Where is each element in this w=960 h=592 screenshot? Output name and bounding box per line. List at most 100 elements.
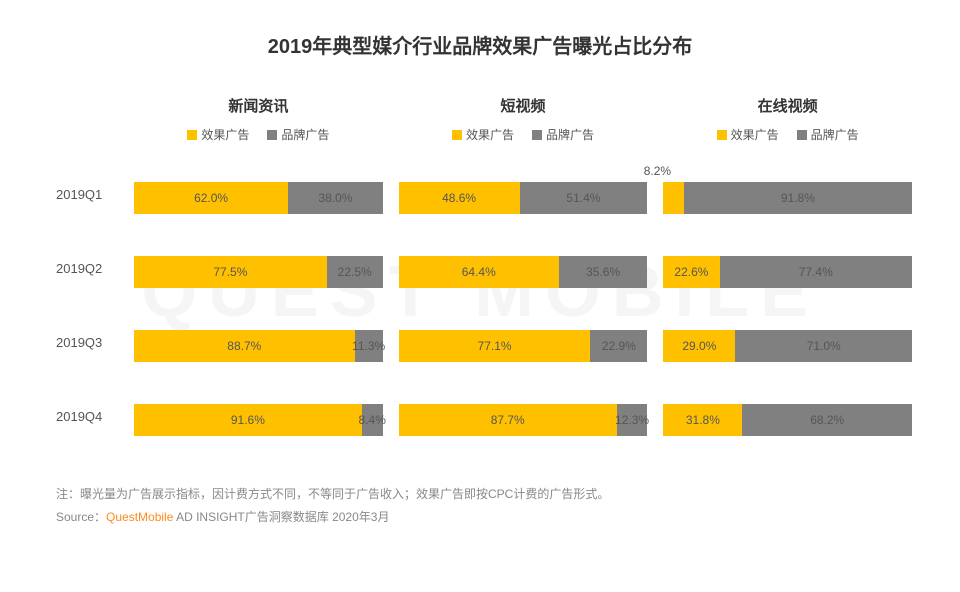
bar-segment-a: 29.0% bbox=[663, 330, 735, 362]
segment-label-b: 68.2% bbox=[810, 413, 844, 427]
panel-legend: 效果广告 品牌广告 bbox=[717, 126, 859, 143]
chart-panel: 新闻资讯效果广告 品牌广告 62.0% 38.0% 77.5% 22.5% 88.7% 11.… bbox=[126, 95, 391, 457]
bar-segment-b: 35.6% bbox=[559, 256, 648, 288]
segment-label-a: 77.1% bbox=[478, 339, 512, 353]
bar-row: 31.8% 68.2% bbox=[663, 383, 912, 457]
footer-note: 注：曝光量为广告展示指标，因计费方式不同，不等同于广告收入；效果广告即按CPC计… bbox=[56, 483, 920, 506]
bar-segment-b: 22.9% bbox=[590, 330, 647, 362]
legend-label-b: 品牌广告 bbox=[811, 126, 859, 143]
segment-label-b: 77.4% bbox=[799, 265, 833, 279]
segment-label-a: 31.8% bbox=[686, 413, 720, 427]
bar-segment-a: 77.1% bbox=[399, 330, 591, 362]
legend-label-b: 品牌广告 bbox=[546, 126, 594, 143]
legend-swatch-b bbox=[797, 130, 807, 140]
segment-label-b: 35.6% bbox=[586, 265, 620, 279]
panel-title: 在线视频 bbox=[758, 95, 818, 116]
panel-legend: 效果广告 品牌广告 bbox=[452, 126, 594, 143]
segment-label-b: 12.3% bbox=[615, 413, 649, 427]
bar-segment-b: 22.5% bbox=[327, 256, 383, 288]
y-axis-label: 2019Q4 bbox=[56, 379, 126, 453]
chart-footer: 注：曝光量为广告展示指标，因计费方式不同，不等同于广告收入；效果广告即按CPC计… bbox=[40, 483, 920, 529]
segment-label-b: 8.4% bbox=[359, 413, 386, 427]
stacked-bar: 22.6% 77.4% bbox=[663, 256, 912, 288]
chart-title: 2019年典型媒介行业品牌效果广告曝光占比分布 bbox=[40, 30, 920, 59]
stacked-bar: 62.0% 38.0% bbox=[134, 182, 383, 214]
segment-label-a: 91.6% bbox=[231, 413, 265, 427]
source-suffix: AD INSIGHT广告洞察数据库 2020年3月 bbox=[173, 510, 389, 524]
segment-label-a: 77.5% bbox=[213, 265, 247, 279]
bar-row: 64.4% 35.6% bbox=[399, 235, 648, 309]
segment-label-b: 71.0% bbox=[807, 339, 841, 353]
bar-row: 87.7% 12.3% bbox=[399, 383, 648, 457]
y-axis-labels: 2019Q12019Q22019Q32019Q4 bbox=[56, 95, 126, 457]
segment-label-b: 38.0% bbox=[318, 191, 352, 205]
legend-swatch-a bbox=[717, 130, 727, 140]
y-axis-label: 2019Q3 bbox=[56, 305, 126, 379]
legend-swatch-b bbox=[532, 130, 542, 140]
y-axis-label: 2019Q2 bbox=[56, 231, 126, 305]
legend-swatch-b bbox=[267, 130, 277, 140]
panel-title: 新闻资讯 bbox=[228, 95, 288, 116]
bar-segment-b: 38.0% bbox=[288, 182, 382, 214]
segment-label-a: 48.6% bbox=[442, 191, 476, 205]
bar-segment-a: 91.6% bbox=[134, 404, 362, 436]
legend-label-b: 品牌广告 bbox=[281, 126, 329, 143]
bar-row: 29.0% 71.0% bbox=[663, 309, 912, 383]
segment-label-a: 22.6% bbox=[674, 265, 708, 279]
bar-segment-a: 64.4% bbox=[399, 256, 559, 288]
segment-label-b: 51.4% bbox=[566, 191, 600, 205]
stacked-bar: 29.0% 71.0% bbox=[663, 330, 912, 362]
bar-row: 77.1% 22.9% bbox=[399, 309, 648, 383]
segment-label-a: 62.0% bbox=[194, 191, 228, 205]
legend-item-b: 品牌广告 bbox=[532, 126, 594, 143]
bar-row: 91.6% 8.4% bbox=[134, 383, 383, 457]
chart-panel: 短视频效果广告 品牌广告 48.6% 51.4% 64.4% 35.6% 77.1% 22.9… bbox=[391, 95, 656, 457]
y-axis-label: 2019Q1 bbox=[56, 157, 126, 231]
bar-row: 77.5% 22.5% bbox=[134, 235, 383, 309]
bar-segment-a: 48.6% bbox=[399, 182, 520, 214]
bar-row: 8.2%91.8% bbox=[663, 161, 912, 235]
chart-container: 2019年典型媒介行业品牌效果广告曝光占比分布 2019Q12019Q22019… bbox=[0, 0, 960, 529]
panels-row: 2019Q12019Q22019Q32019Q4 新闻资讯效果广告 品牌广告 62.… bbox=[56, 95, 920, 457]
bar-segment-b: 71.0% bbox=[735, 330, 912, 362]
bar-segment-a: 31.8% bbox=[663, 404, 742, 436]
stacked-bar: 87.7% 12.3% bbox=[399, 404, 648, 436]
stacked-bar: 64.4% 35.6% bbox=[399, 256, 648, 288]
segment-label-a: 29.0% bbox=[682, 339, 716, 353]
segment-label-a: 64.4% bbox=[462, 265, 496, 279]
legend-item-a: 效果广告 bbox=[717, 126, 779, 143]
stacked-bar: 77.1% 22.9% bbox=[399, 330, 648, 362]
bar-row: 88.7% 11.3% bbox=[134, 309, 383, 383]
panel-legend: 效果广告 品牌广告 bbox=[187, 126, 329, 143]
segment-label-b: 22.9% bbox=[602, 339, 636, 353]
bar-segment-b: 91.8% bbox=[684, 182, 912, 214]
segment-label-a: 88.7% bbox=[227, 339, 261, 353]
legend-item-a: 效果广告 bbox=[452, 126, 514, 143]
legend-swatch-a bbox=[187, 130, 197, 140]
bar-segment-b: 77.4% bbox=[720, 256, 912, 288]
legend-label-a: 效果广告 bbox=[731, 126, 779, 143]
bar-segment-a: 87.7% bbox=[399, 404, 617, 436]
bar-row: 62.0% 38.0% bbox=[134, 161, 383, 235]
stacked-bar: 48.6% 51.4% bbox=[399, 182, 648, 214]
bars-group: 62.0% 38.0% 77.5% 22.5% 88.7% 11.3% 91.6% 8.4% bbox=[134, 161, 383, 457]
panel-title: 短视频 bbox=[501, 95, 546, 116]
bar-segment-b: 11.3% bbox=[355, 330, 383, 362]
bar-segment-a: 88.7% bbox=[134, 330, 355, 362]
bar-segment-b: 51.4% bbox=[520, 182, 648, 214]
bar-segment-b: 68.2% bbox=[742, 404, 912, 436]
legend-item-b: 品牌广告 bbox=[267, 126, 329, 143]
legend-item-a: 效果广告 bbox=[187, 126, 249, 143]
bars-group: 8.2%91.8% 22.6% 77.4% 29.0% 71.0% 31.8% 68.2% bbox=[663, 161, 912, 457]
bar-segment-b: 12.3% bbox=[617, 404, 648, 436]
segment-label-a: 8.2% bbox=[644, 164, 671, 178]
bar-row: 48.6% 51.4% bbox=[399, 161, 648, 235]
source-brand: QuestMobile bbox=[106, 510, 173, 524]
stacked-bar: 8.2%91.8% bbox=[663, 182, 912, 214]
legend-swatch-a bbox=[452, 130, 462, 140]
legend-label-a: 效果广告 bbox=[466, 126, 514, 143]
source-prefix: Source： bbox=[56, 510, 106, 524]
segment-label-a: 87.7% bbox=[491, 413, 525, 427]
footer-source: Source：QuestMobile AD INSIGHT广告洞察数据库 202… bbox=[56, 506, 920, 529]
segment-label-b: 11.3% bbox=[352, 339, 385, 353]
